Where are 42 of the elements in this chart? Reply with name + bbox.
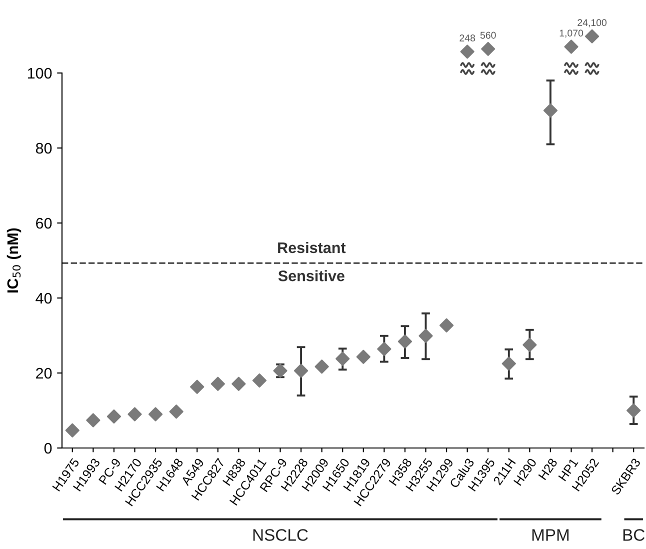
- point: [128, 407, 142, 422]
- point: [543, 103, 558, 118]
- y-tick-label: 0: [44, 442, 52, 454]
- point: [584, 29, 600, 44]
- point: [169, 404, 184, 419]
- annotation: Sensitive: [278, 270, 344, 282]
- data-label: 560: [480, 32, 496, 39]
- point: [460, 44, 474, 59]
- text: MPM: [532, 529, 569, 541]
- y-axis-title: IC$_{50}$ (nM): [6, 228, 22, 292]
- y-tick-label: 80: [36, 142, 52, 154]
- point: [502, 356, 516, 371]
- point: [377, 342, 392, 356]
- point: [86, 413, 100, 428]
- point: [210, 376, 225, 391]
- point: [522, 338, 537, 352]
- point: [232, 376, 246, 391]
- point: [439, 318, 454, 332]
- annotation: Resistant: [278, 242, 346, 254]
- data-label: 24,100: [578, 19, 607, 28]
- y-tick-label: 20: [36, 368, 52, 379]
- point: [418, 328, 433, 343]
- y-tick-label: 40: [36, 292, 52, 304]
- text: BC: [623, 529, 645, 541]
- data-label: 1,070: [560, 30, 584, 38]
- y-tick-label: 60: [36, 218, 52, 229]
- point: [564, 40, 578, 54]
- data-label: 248: [460, 34, 476, 42]
- point: [252, 373, 267, 388]
- point: [356, 350, 370, 364]
- point: [314, 360, 329, 374]
- y-tick-label: 100: [28, 68, 52, 79]
- point: [294, 364, 308, 378]
- point: [626, 403, 641, 418]
- point: [65, 423, 80, 438]
- point: [106, 409, 122, 424]
- point: [148, 407, 163, 422]
- text: NSCLC: [253, 529, 308, 541]
- point: [336, 352, 350, 366]
- point: [398, 334, 412, 349]
- point: [190, 380, 204, 394]
- point: [481, 42, 496, 56]
